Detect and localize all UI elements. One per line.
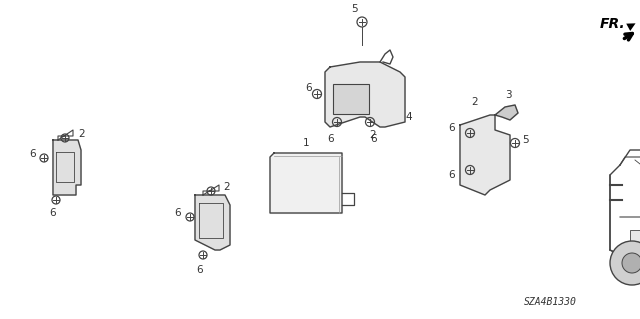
Polygon shape [325, 62, 405, 127]
Text: 6: 6 [29, 149, 36, 159]
Polygon shape [460, 115, 510, 195]
Text: 2: 2 [223, 182, 230, 192]
Polygon shape [53, 140, 81, 195]
Text: 3: 3 [505, 90, 511, 100]
Text: 6: 6 [328, 134, 334, 144]
Text: 6: 6 [371, 134, 378, 144]
Text: 6: 6 [174, 208, 181, 218]
Text: 2: 2 [472, 97, 478, 107]
Text: 2: 2 [370, 130, 376, 140]
Text: SZA4B1330: SZA4B1330 [524, 297, 577, 307]
Text: FR.: FR. [600, 17, 626, 31]
Circle shape [622, 253, 640, 273]
Bar [630, 230, 640, 248]
Text: 6: 6 [50, 208, 56, 218]
Text: 1: 1 [303, 138, 309, 148]
Polygon shape [270, 153, 342, 213]
Polygon shape [195, 195, 230, 250]
Text: 6: 6 [449, 170, 455, 180]
Polygon shape [495, 105, 518, 120]
Text: 5: 5 [522, 135, 529, 145]
Text: 6: 6 [196, 265, 204, 275]
Text: 2: 2 [78, 129, 84, 139]
Bar [333, 84, 369, 114]
Circle shape [610, 241, 640, 285]
Text: 6: 6 [449, 123, 455, 133]
Text: 5: 5 [351, 4, 358, 14]
Text: 6: 6 [306, 83, 312, 93]
Text: 4: 4 [405, 112, 412, 122]
